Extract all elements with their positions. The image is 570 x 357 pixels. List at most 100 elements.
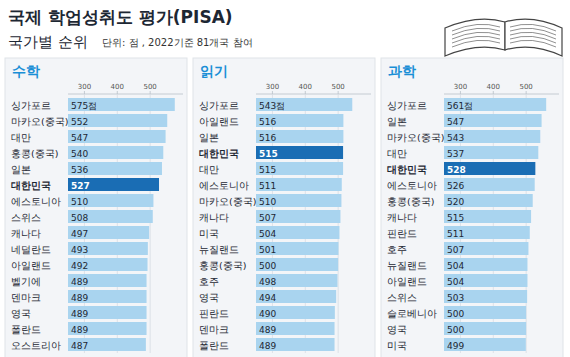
bar [68,338,146,351]
data-label: 528 [447,165,466,175]
tick-label: 500 [143,83,156,91]
bar [68,306,147,319]
data-label: 510 [259,197,276,207]
category-label: 마카오(중국) [199,196,256,207]
data-label: 503 [447,293,464,303]
category-label: 대만 [11,132,31,143]
category-label: 홍콩(중국) [11,148,58,159]
category-label: 뉴질랜드 [199,244,239,255]
category-label: 영국 [11,308,31,319]
panel-bg [5,58,187,357]
book-page [445,19,505,56]
category-label: 슬로베니아 [387,308,437,319]
book-line [510,32,556,39]
bar [256,338,335,351]
labels: 싱가포르561점일본547마카오(중국)543대만537대한민국528에스토니아… [387,100,473,351]
data-label: 504 [259,229,276,239]
labels: 싱가포르543점아일랜드516일본516대한민국515대만515에스토니아511… [199,100,285,351]
bar [444,194,533,207]
book-line [452,28,500,35]
category-label: 일본 [387,116,407,127]
bar [256,210,340,223]
title: 국제 학업성취도 평가(PISA) [8,7,233,27]
data-label: 511 [259,181,276,191]
panel-title: 수학 [12,63,40,79]
data-label: 497 [71,229,88,239]
bar [256,98,352,111]
bar [68,178,159,191]
bar [256,274,337,287]
category-label: 미국 [199,228,219,239]
tick-mark [526,91,527,94]
category-label: 대만 [199,164,219,175]
category-label: 덴마크 [199,324,229,335]
category-label: 폴란드 [11,324,41,335]
category-label: 싱가포르 [11,100,51,111]
data-label: 547 [71,133,88,143]
bar [68,274,147,287]
bar [68,258,148,271]
data-label: 507 [447,245,464,255]
data-label: 501 [259,245,276,255]
data-label: 490 [259,309,276,319]
data-label: 489 [71,293,88,303]
bar [256,290,336,303]
category-label: 대한민국 [11,180,51,191]
data-label: 516 [259,133,276,143]
bar [68,194,153,207]
bar [68,322,147,335]
data-label: 526 [447,181,464,191]
tick-label: 400 [299,83,312,91]
data-label: 540 [71,149,88,159]
bar [256,130,343,143]
bar [68,290,147,303]
bar [256,322,335,335]
data-label: 493 [71,245,88,255]
labels: 싱가포르575점마카오(중국)552대만547홍콩(중국)540일본536대한민… [11,100,97,351]
bar [444,290,527,303]
data-label: 498 [259,277,276,287]
bar [444,306,526,319]
category-label: 핀란드 [199,308,229,319]
data-label: 511 [447,229,464,239]
category-label: 오스트리아 [11,340,61,351]
category-label: 대만 [387,148,407,159]
category-label: 캐나다 [387,212,417,223]
data-label: 500 [259,261,276,271]
bars [256,98,352,351]
bar [444,114,542,127]
panel: 읽기300400500싱가포르543점아일랜드516일본516대한민국515대만… [193,58,375,357]
data-label: 500 [447,309,464,319]
data-label: 487 [71,341,88,351]
data-label: 527 [71,181,90,191]
data-label: 516 [259,117,276,127]
category-label: 네덜란드 [11,244,51,255]
note: 단위: 점 , 2022기준 81개국 참여 [102,37,253,48]
book-line [510,28,556,35]
infographic: 국제 학업성취도 평가(PISA)국가별 순위단위: 점 , 2022기준 81… [0,0,570,357]
bar [68,242,148,255]
category-label: 영국 [199,292,219,303]
bar [444,226,530,239]
tick-mark [338,91,339,94]
tick-label: 300 [266,83,279,91]
bar [444,242,528,255]
category-label: 캐나다 [11,228,41,239]
bar [256,194,341,207]
data-label: 500 [447,325,464,335]
bar [444,274,527,287]
category-label: 폴란드 [199,340,229,351]
bar [444,146,538,159]
bar [256,162,343,175]
bar [68,98,175,111]
bar [256,226,339,239]
bar [444,338,526,351]
tick-mark [150,91,151,94]
data-label: 489 [71,277,88,287]
bar [256,114,343,127]
category-label: 에스토니아 [199,180,249,191]
bar [68,162,162,175]
bar [444,178,535,191]
book-line [510,36,556,43]
data-label: 508 [71,213,88,223]
